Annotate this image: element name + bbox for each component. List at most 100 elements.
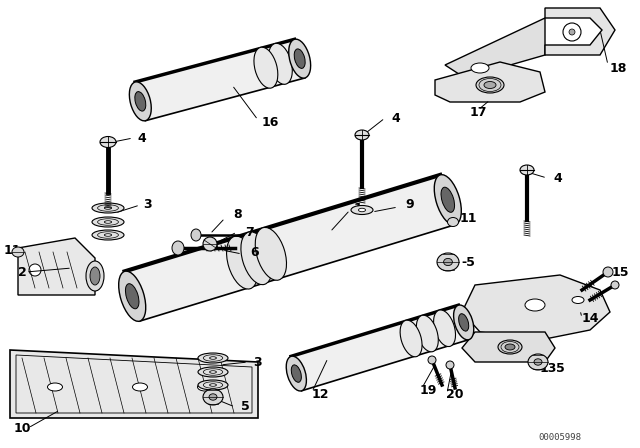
Text: 3: 3 [253, 356, 262, 369]
Ellipse shape [198, 353, 228, 363]
Ellipse shape [444, 258, 452, 266]
Ellipse shape [129, 82, 151, 121]
Ellipse shape [435, 175, 461, 225]
Ellipse shape [447, 217, 458, 227]
Ellipse shape [104, 234, 111, 236]
Ellipse shape [118, 271, 146, 321]
Text: 12: 12 [311, 388, 329, 401]
Circle shape [603, 267, 613, 277]
Ellipse shape [254, 47, 278, 88]
Ellipse shape [471, 63, 489, 73]
Ellipse shape [198, 380, 228, 390]
Ellipse shape [198, 383, 212, 391]
Ellipse shape [433, 310, 456, 347]
Ellipse shape [351, 206, 373, 215]
Polygon shape [445, 18, 545, 78]
Text: 4: 4 [554, 172, 563, 185]
Polygon shape [135, 39, 305, 121]
Circle shape [563, 23, 581, 41]
Ellipse shape [454, 305, 474, 340]
Circle shape [428, 356, 436, 364]
Ellipse shape [525, 299, 545, 311]
Ellipse shape [476, 77, 504, 93]
Ellipse shape [132, 383, 147, 391]
Text: 2: 2 [18, 266, 26, 279]
Ellipse shape [294, 49, 305, 69]
Ellipse shape [255, 228, 287, 280]
Ellipse shape [209, 394, 217, 400]
Ellipse shape [86, 261, 104, 291]
Ellipse shape [572, 297, 584, 303]
Text: 6: 6 [251, 246, 259, 258]
Circle shape [446, 361, 454, 369]
Text: 17: 17 [469, 105, 487, 119]
Ellipse shape [198, 367, 228, 377]
Text: 8: 8 [234, 208, 243, 221]
Ellipse shape [125, 284, 139, 309]
Ellipse shape [135, 91, 146, 111]
Text: 18: 18 [609, 61, 627, 74]
Ellipse shape [484, 82, 496, 89]
Ellipse shape [291, 365, 301, 382]
Ellipse shape [358, 208, 365, 212]
Circle shape [569, 29, 575, 35]
Text: 5: 5 [241, 401, 250, 414]
Ellipse shape [104, 221, 111, 223]
Polygon shape [10, 350, 258, 418]
Text: 14: 14 [581, 311, 599, 324]
Text: 3: 3 [144, 198, 152, 211]
Ellipse shape [191, 229, 201, 241]
Ellipse shape [203, 237, 217, 251]
Ellipse shape [92, 217, 124, 227]
Ellipse shape [47, 383, 63, 391]
Text: 10: 10 [13, 422, 31, 435]
Ellipse shape [528, 354, 548, 370]
Ellipse shape [459, 314, 468, 331]
Text: 11: 11 [460, 211, 477, 224]
Text: 4: 4 [392, 112, 401, 125]
Ellipse shape [92, 230, 124, 240]
Ellipse shape [90, 267, 100, 285]
Ellipse shape [92, 203, 124, 213]
Ellipse shape [104, 207, 111, 209]
Ellipse shape [172, 241, 184, 255]
Ellipse shape [417, 315, 438, 352]
Text: 20: 20 [446, 388, 464, 401]
Polygon shape [435, 62, 545, 102]
Polygon shape [18, 238, 95, 295]
Text: 15: 15 [611, 266, 628, 279]
Ellipse shape [441, 187, 454, 212]
Ellipse shape [520, 165, 534, 175]
Text: 7: 7 [246, 225, 254, 238]
Ellipse shape [534, 359, 542, 365]
Text: 4: 4 [138, 132, 147, 145]
Ellipse shape [100, 137, 116, 147]
Polygon shape [462, 332, 555, 362]
Ellipse shape [268, 43, 292, 84]
Ellipse shape [210, 357, 216, 359]
Ellipse shape [210, 371, 216, 373]
Text: 5: 5 [556, 362, 564, 375]
Text: 13: 13 [540, 362, 557, 375]
Ellipse shape [400, 320, 422, 357]
Ellipse shape [286, 356, 307, 391]
Text: 16: 16 [261, 116, 278, 129]
Circle shape [611, 281, 619, 289]
Text: 11: 11 [3, 244, 20, 257]
Text: -5: -5 [461, 255, 475, 268]
Ellipse shape [241, 232, 272, 284]
Circle shape [29, 264, 41, 276]
Polygon shape [291, 305, 469, 391]
Ellipse shape [289, 39, 310, 78]
Ellipse shape [355, 130, 369, 140]
Ellipse shape [498, 340, 522, 354]
Polygon shape [545, 8, 615, 55]
Ellipse shape [203, 389, 223, 405]
Text: 00005998: 00005998 [538, 434, 582, 443]
Text: 9: 9 [406, 198, 414, 211]
Ellipse shape [437, 253, 459, 271]
Ellipse shape [505, 344, 515, 350]
Ellipse shape [227, 236, 258, 289]
Polygon shape [462, 275, 610, 340]
Text: 19: 19 [419, 383, 436, 396]
